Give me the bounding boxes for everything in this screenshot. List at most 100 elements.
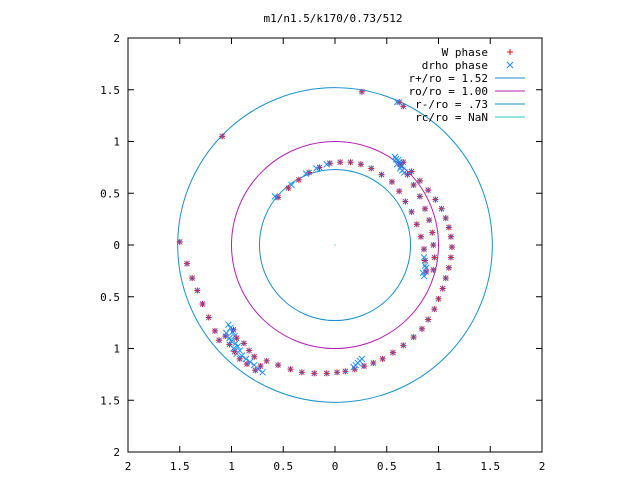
w-phase-point-overlay: [408, 209, 415, 215]
x-tick-label: 2: [125, 460, 132, 473]
w-phase-point-overlay: [431, 254, 438, 261]
w-phase-point-overlay: [400, 159, 407, 166]
w-phase-point-overlay: [311, 370, 318, 377]
w-phase-point-overlay: [432, 196, 439, 203]
drho-phase-point: [421, 262, 429, 270]
w-phase-point-overlay: [400, 342, 407, 349]
w-phase-point-overlay: [285, 185, 292, 191]
w-phase-point-overlay: [194, 287, 201, 294]
w-phase-point-overlay: [295, 176, 302, 183]
w-phase-point-overlay: [425, 187, 432, 193]
w-phase-point-overlay: [418, 233, 424, 240]
w-phase-point-overlay: [417, 193, 423, 200]
x-tick-label: 0: [332, 460, 339, 473]
w-phase-point-overlay: [429, 229, 436, 236]
w-phase-point-overlay: [442, 215, 449, 221]
w-phase-point-overlay: [216, 337, 222, 344]
w-phase-point-overlay: [389, 179, 395, 185]
w-phase-point-overlay: [199, 301, 206, 307]
legend-marker-cross: [506, 61, 514, 69]
w-phase-point-overlay: [359, 88, 365, 95]
w-phase-point-overlay: [316, 164, 323, 171]
w-phase-point-overlay: [408, 168, 415, 175]
drho-phase-point: [234, 343, 242, 350]
x-tick-label: 1: [435, 460, 442, 473]
w-phase-point-overlay: [205, 314, 212, 321]
w-phase-point-overlay: [438, 205, 445, 212]
w-phase-point-overlay: [334, 369, 340, 376]
drho-phase-point: [246, 358, 254, 366]
x-tick-label: 0.5: [377, 460, 397, 473]
drho-phase-point: [226, 334, 233, 342]
w-phase-point-overlay: [422, 257, 428, 264]
legend-label: drho phase: [422, 59, 488, 72]
w-phase-point-overlay: [368, 165, 375, 172]
legend-label: W phase: [442, 46, 488, 59]
w-phase-point-overlay: [219, 133, 226, 140]
w-phase-point-overlay: [425, 316, 432, 323]
w-phase-point-overlay: [246, 347, 252, 354]
w-phase-point-overlay: [379, 355, 386, 362]
w-phase-point-overlay: [244, 361, 250, 367]
w-phase-point-overlay: [370, 360, 377, 366]
w-phase-point-overlay: [257, 363, 264, 369]
legend-marker-plus: [507, 49, 513, 55]
w-phase-point-overlay: [275, 362, 281, 368]
w-phase-point-overlay: [417, 177, 423, 184]
x-tick-label: 0.5: [273, 460, 293, 473]
y-tick-label: 2: [113, 446, 120, 459]
legend-label: r-/ro = .73: [415, 98, 488, 111]
drho-phase-point: [238, 352, 246, 360]
w-phase-point-overlay: [287, 366, 294, 373]
w-phase-point-overlay: [347, 159, 354, 166]
w-phase-point-overlay: [431, 306, 438, 313]
x-tick-label: 1.5: [480, 460, 500, 473]
drho-phase-point: [242, 355, 250, 363]
w-phase-point-overlay: [410, 334, 417, 340]
drho-phase-point: [397, 162, 405, 170]
x-tick-label: 1.5: [170, 460, 190, 473]
drho-phase-point: [227, 324, 234, 332]
y-tick-label: 0.5: [100, 187, 120, 200]
w-phase-point-overlay: [326, 160, 333, 167]
drho-phase-point: [228, 337, 235, 345]
w-phase-point-overlay: [445, 224, 452, 231]
w-phase-point-overlay: [423, 269, 429, 275]
y-tick-label: 1: [113, 136, 120, 149]
w-phase-point-overlay: [189, 275, 196, 281]
w-phase-point-overlay: [396, 188, 403, 195]
drho-phase-point: [420, 272, 428, 280]
w-phase-point-overlay: [222, 333, 229, 339]
drho-phase-point: [394, 156, 402, 164]
w-phase-point-overlay: [226, 341, 233, 348]
w-phase-point-overlay: [351, 366, 358, 373]
w-phase-point-overlay: [449, 244, 455, 250]
w-phase-point-overlay: [263, 358, 270, 364]
w-phase-point-overlay: [361, 363, 367, 369]
chart-title: m1/n1.5/k170/0.73/512: [263, 12, 402, 25]
w-phase-point-overlay: [236, 355, 243, 362]
drho-phase-point: [350, 363, 357, 371]
x-tick-label: 2: [539, 460, 546, 473]
w-phase-point-overlay: [176, 239, 183, 245]
y-tick-label: 1: [113, 343, 120, 356]
w-phase-point-overlay: [404, 171, 411, 178]
drho-phase-point: [225, 321, 232, 329]
w-phase-point-overlay: [337, 159, 344, 166]
drho-phase-point: [400, 169, 408, 176]
drho-phase-point: [393, 98, 401, 106]
legend-label: rc/ro = NaN: [415, 111, 488, 124]
circle-r1: [231, 141, 439, 349]
circle-r2: [258, 168, 412, 322]
w-phase-point-overlay: [430, 266, 437, 273]
y-tick-label: 0: [113, 239, 120, 252]
x-tick-label: 1: [228, 460, 235, 473]
w-phase-point-overlay: [306, 169, 312, 176]
axis-ticks: 2 1.5 1 0.5 0 0.5 1 1.5 221.510.500.511.52: [100, 32, 545, 473]
data-points: [176, 88, 455, 377]
w-phase-point-overlay: [402, 198, 409, 205]
reference-circles: [177, 87, 493, 403]
circle-r0: [177, 87, 493, 403]
w-phase-point-overlay: [445, 264, 452, 271]
